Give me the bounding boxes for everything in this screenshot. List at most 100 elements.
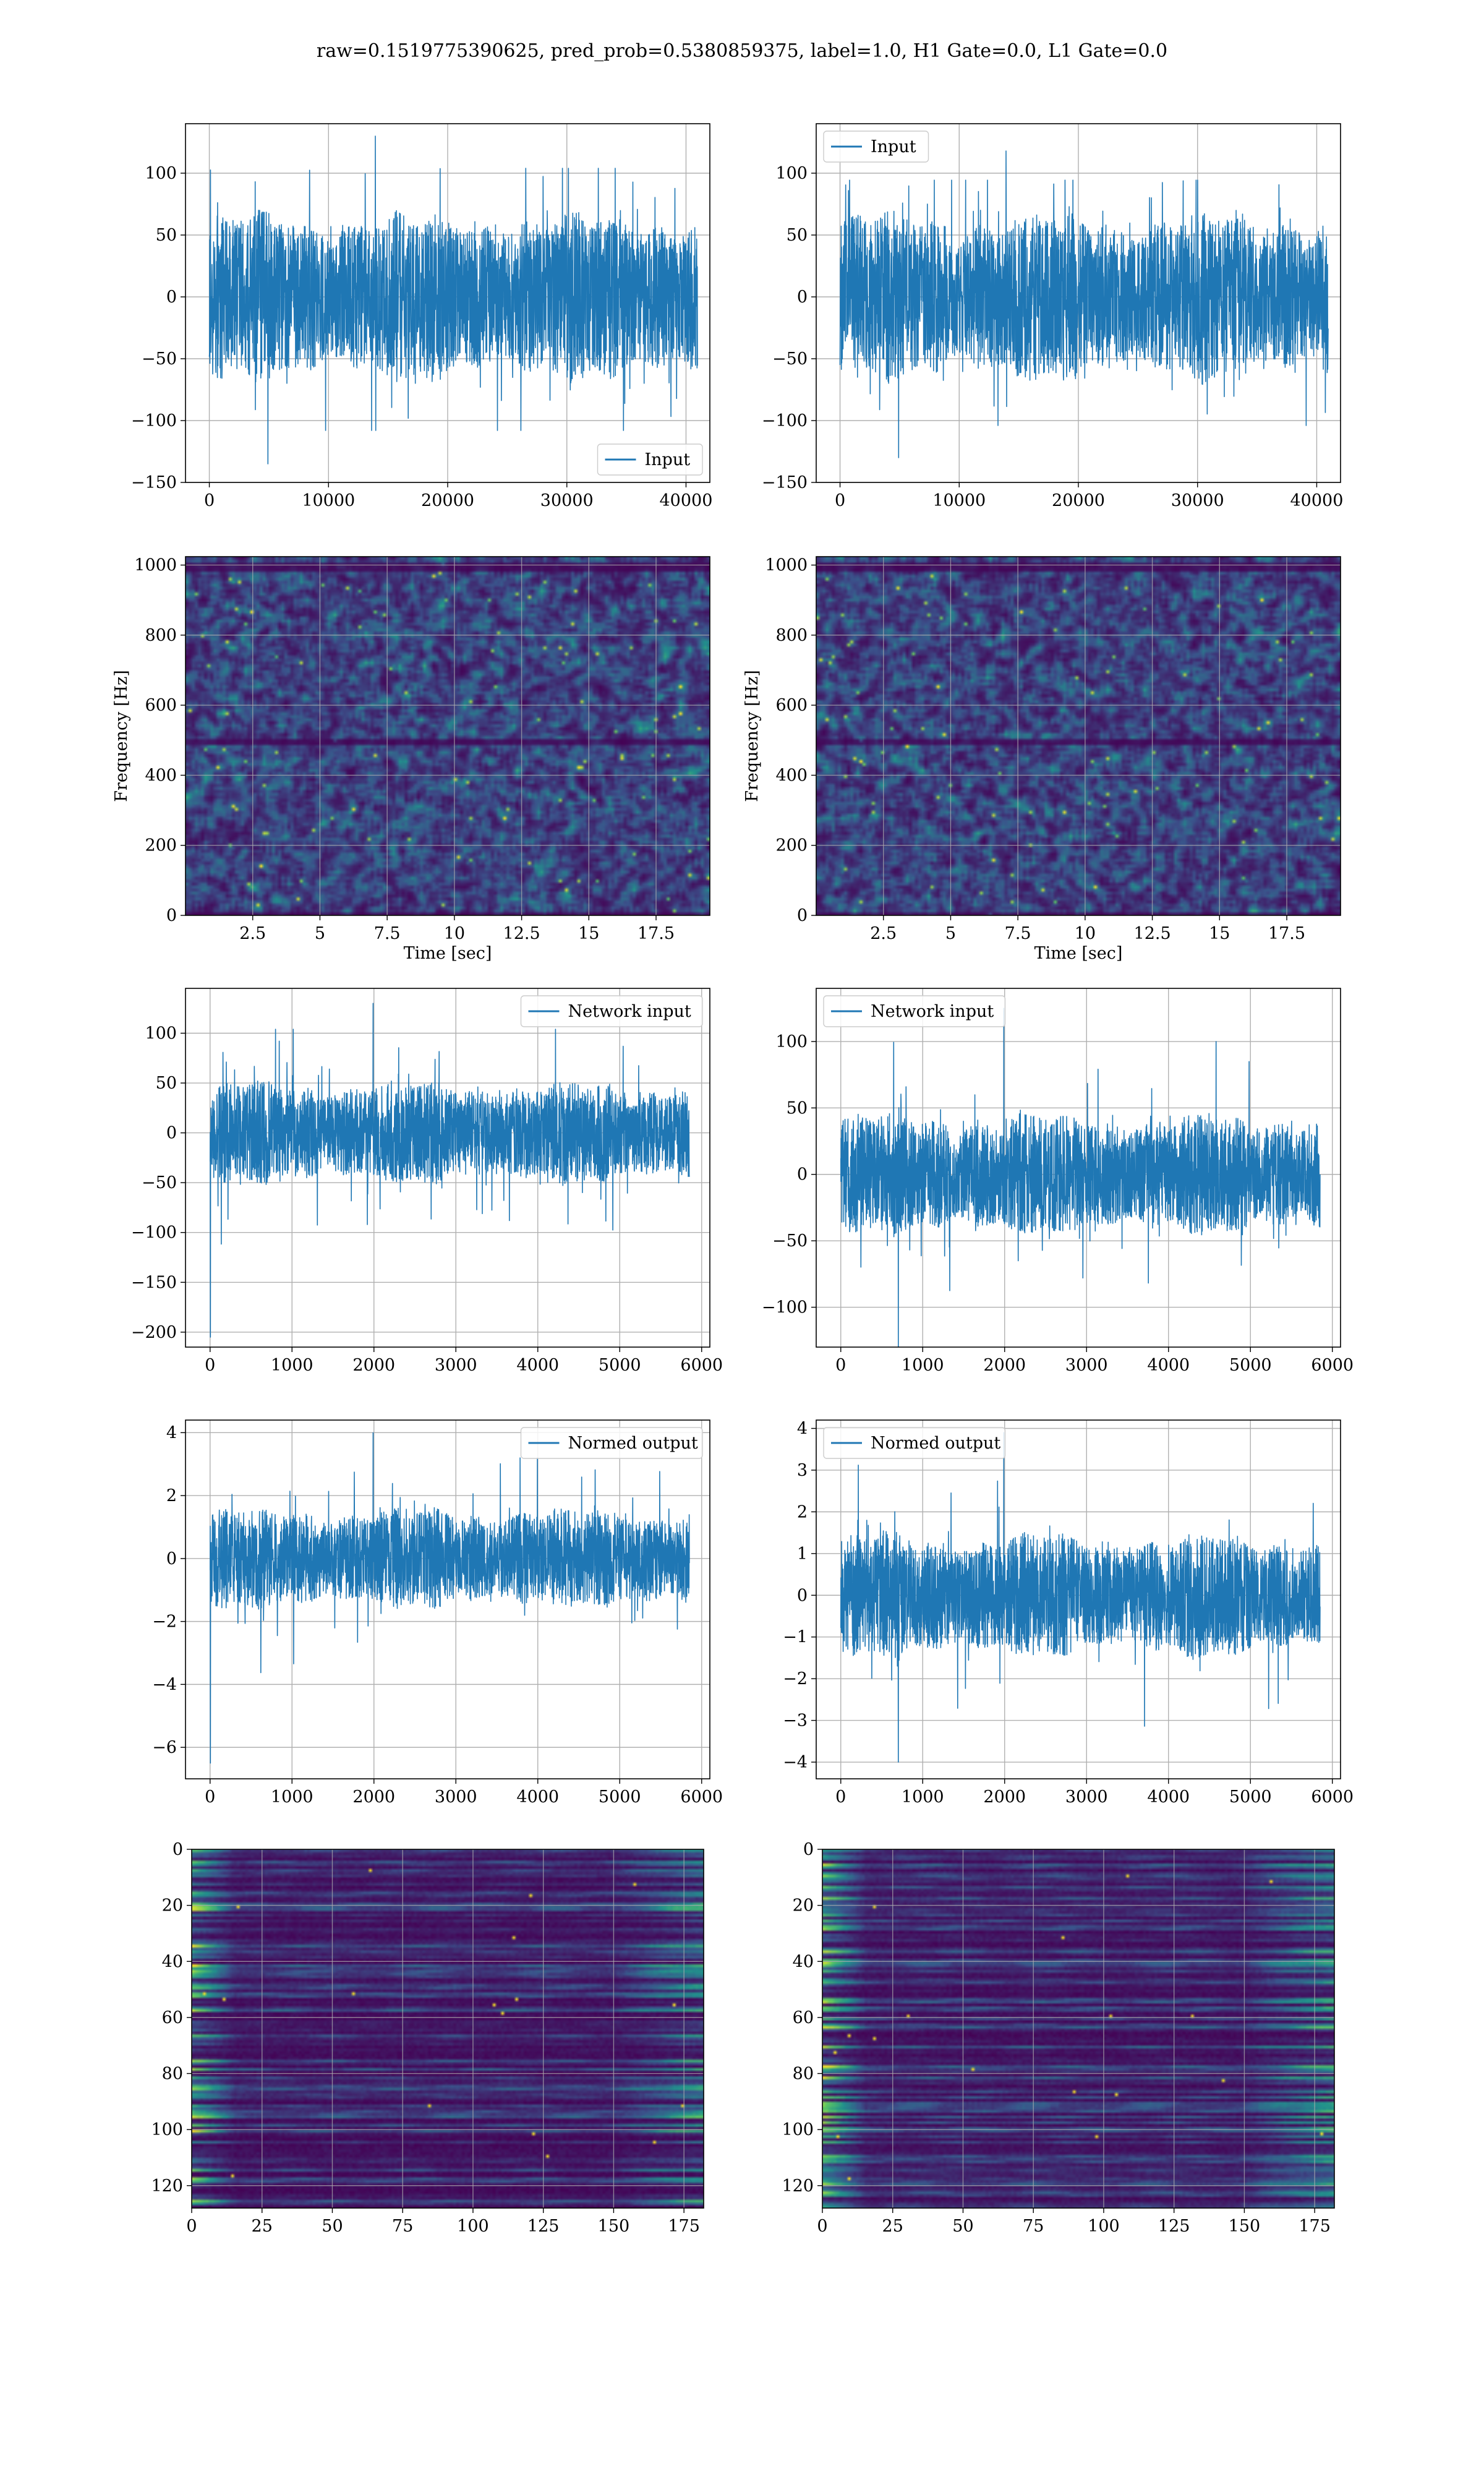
feature-map-right-xtick-label: 100 <box>1088 2217 1120 2236</box>
spectrogram-left-xtick-label: 12.5 <box>503 924 540 943</box>
spectrogram-left-xtick-label: 15 <box>578 924 599 943</box>
spectrogram-left-ytick-label: 200 <box>145 836 177 855</box>
input-right-ytick-label: 50 <box>787 226 808 245</box>
feature-map-left-xtick-label: 100 <box>457 2217 489 2236</box>
feature-map-right-heatmap-image <box>822 1849 1334 2208</box>
feature-map-left-ytick-label: 80 <box>162 2065 183 2084</box>
normed-output-left-xtick-label: 0 <box>205 1787 215 1807</box>
normed-output-left-ytick-label: 2 <box>166 1486 177 1505</box>
network-input-left-panel: 0 1000 2000 3000 4000 5000 6000−200−150−100−50… <box>131 988 723 1375</box>
spectrogram-left-ytick-label: 1000 <box>134 556 177 575</box>
spectrogram-right-heatmap-image <box>816 557 1341 915</box>
input-left-plot-area <box>186 124 710 482</box>
network-input-right-ytick-label: 50 <box>787 1098 808 1118</box>
normed-output-right-ytick-label: 2 <box>797 1502 808 1522</box>
spectrogram-right-ytick-label: 200 <box>775 836 808 855</box>
spectrogram-left-heatmap-image <box>186 557 710 915</box>
spectrogram-right-ytick-label: 0 <box>797 906 808 925</box>
network-input-left-ytick-label: 0 <box>166 1124 177 1143</box>
network-input-right-xtick-label: 0 <box>835 1356 846 1375</box>
normed-output-left-legend-label: Normed output <box>568 1434 698 1453</box>
spectrogram-left-frame <box>185 556 710 916</box>
input-right-series-line <box>839 150 1329 458</box>
normed-output-right-ytick-label: −3 <box>783 1711 808 1731</box>
network-input-left-frame <box>185 988 710 1348</box>
normed-output-right-panel: 0 1000 2000 3000 4000 5000 6000 −4 −3 −2 −1 0 1 2 3 4 No… <box>783 1419 1354 1807</box>
input-right-ytick-label: 0 <box>797 288 808 307</box>
spectrogram-right-grid <box>816 557 1341 915</box>
spectrogram-right-xtick-label: 15 <box>1209 924 1230 943</box>
feature-map-left-xtick-label: 150 <box>598 2217 630 2236</box>
feature-map-left-xtick-label: 50 <box>322 2217 343 2236</box>
normed-output-right-plot-area <box>816 1420 1341 1779</box>
network-input-right-series-line <box>840 1008 1321 1347</box>
spectrogram-left-plot-area <box>186 557 710 915</box>
feature-map-right-xtick-label: 75 <box>1023 2217 1044 2236</box>
feature-map-left-grid <box>192 1849 704 2208</box>
spectrogram-left-ytick-label: 600 <box>145 696 177 715</box>
network-input-left-xtick-label: 1000 <box>271 1356 313 1375</box>
network-input-right-xtick-label: 6000 <box>1311 1356 1354 1375</box>
feature-map-right-panel: 0 25 50 75 100 125 150 175 0 20 40 60 80 100 120 <box>782 1840 1335 2236</box>
normed-output-right-legend: Normed output <box>823 1427 1006 1459</box>
network-input-right-xtick-label: 3000 <box>1065 1356 1108 1375</box>
feature-map-left-panel: 0 25 50 75 100 125 150 175 0 20 40 60 80 100 120 <box>151 1840 704 2236</box>
spectrogram-right-xtick-label: 17.5 <box>1268 924 1305 943</box>
feature-map-right-ytick-label: 0 <box>803 1840 814 1859</box>
normed-output-left-xtick-label: 3000 <box>435 1787 477 1807</box>
normed-output-right-ytick-label: −2 <box>783 1669 808 1689</box>
spectrogram-right-plot-area <box>816 557 1341 915</box>
spectrogram-left-xtick-label: 2.5 <box>239 924 266 943</box>
spectrogram-right-xtick-label: 2.5 <box>870 924 897 943</box>
normed-output-right-ytick-label: 0 <box>797 1586 808 1605</box>
feature-map-right-ytick-label: 100 <box>782 2120 814 2139</box>
normed-output-right-ytick-label: 1 <box>797 1544 808 1564</box>
network-input-left-ytick-label: −50 <box>142 1173 177 1192</box>
feature-map-left-ytick-label: 40 <box>162 1952 183 1971</box>
spectrogram-right-ytick-label: 600 <box>775 696 808 715</box>
network-input-right-plot-area <box>816 988 1341 1347</box>
network-input-right-legend: Network input <box>823 995 1006 1027</box>
input-right-ytick-label: 100 <box>775 164 808 183</box>
network-input-right-legend-box <box>823 995 1006 1027</box>
input-right-ytick-label: −50 <box>772 349 808 369</box>
figure-suptitle: raw=0.1519775390625, pred_prob=0.5380859… <box>317 40 1167 62</box>
network-input-left-ytick-label: 50 <box>156 1074 177 1093</box>
feature-map-right-xtick-label: 50 <box>952 2217 973 2236</box>
input-right-plot-area <box>816 124 1341 482</box>
normed-output-left-xtick-label: 4000 <box>516 1787 559 1807</box>
normed-output-left-xtick-label: 5000 <box>599 1787 641 1807</box>
input-right-xtick-label: 40000 <box>1290 491 1344 510</box>
network-input-left-xtick-label: 6000 <box>680 1356 723 1375</box>
normed-output-right-xtick-label: 4000 <box>1147 1787 1190 1807</box>
input-right-legend-label: Input <box>871 137 916 156</box>
spectrogram-left-xtick-label: 17.5 <box>638 924 675 943</box>
feature-map-right-ytick-label: 20 <box>793 1896 814 1915</box>
normed-output-right-ytick-label: −4 <box>783 1753 808 1772</box>
input-left-legend-box <box>597 443 703 476</box>
input-left-legend: Input <box>597 443 703 476</box>
normed-output-right-ytick-label: −1 <box>783 1628 808 1647</box>
normed-output-left-series-line <box>210 1432 690 1764</box>
input-left-xtick-label: 0 <box>204 491 215 510</box>
spectrogram-right-ytick-label: 800 <box>775 626 808 645</box>
input-left-panel: 0 10000 20000 30000 40000 −150 −100 −50 0 50 100 In… <box>131 123 712 510</box>
input-left-ytick-label: −100 <box>131 411 177 430</box>
network-input-left-xtick-label: 4000 <box>516 1356 559 1375</box>
feature-map-left-xtick-label: 25 <box>252 2217 273 2236</box>
feature-map-right-xtick-label: 150 <box>1229 2217 1261 2236</box>
normed-output-right-ytick-label: 3 <box>797 1461 808 1480</box>
feature-map-left-xtick-label: 175 <box>668 2217 700 2236</box>
network-input-left-series-line <box>210 1003 690 1338</box>
normed-output-right-frame <box>816 1419 1341 1779</box>
normed-output-left-panel: 0 1000 2000 3000 4000 5000 6000 −6 −4 −2 0 2 4 Normed… <box>152 1419 723 1807</box>
input-left-series-line <box>208 135 698 464</box>
feature-map-right-frame <box>822 1849 1335 2209</box>
feature-map-right-ytick-label: 40 <box>793 1952 814 1971</box>
input-left-legend-label: Input <box>645 450 691 469</box>
spectrogram-right-xtick-label: 7.5 <box>1005 924 1031 943</box>
input-right-legend: Input <box>823 131 929 163</box>
network-input-right-ytick-label: −50 <box>772 1231 808 1251</box>
input-right-xtick-label: 20000 <box>1052 491 1105 510</box>
